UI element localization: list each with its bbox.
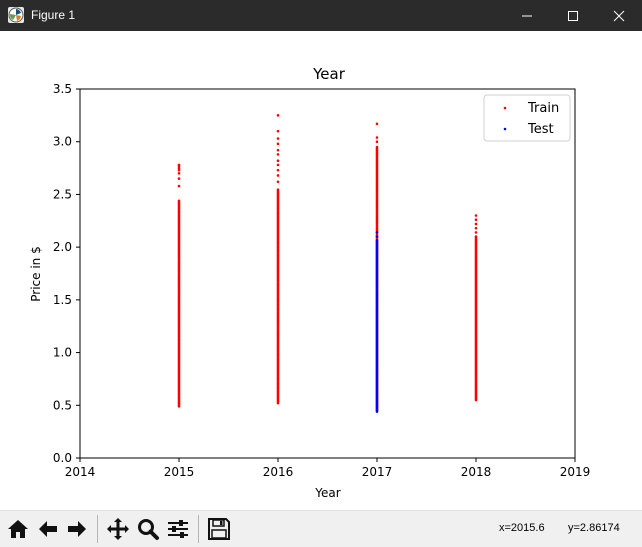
zoom-icon (138, 519, 159, 540)
data-point-train (177, 177, 181, 180)
legend-label-test: Test (527, 122, 554, 137)
data-point-train (177, 163, 181, 167)
x-tick-label: 2019 (560, 465, 591, 479)
scatter-chart[interactable]: Year 2014 2015 2016 2017 2018 2019 0.0 0.5 1.0 1… (0, 31, 642, 510)
minimize-button[interactable] (504, 0, 550, 31)
toolbar-separator (97, 515, 98, 543)
data-point-train (276, 142, 280, 146)
x-tick-label: 2015 (164, 465, 195, 479)
legend: Train Test (483, 94, 571, 142)
forward-button[interactable] (64, 516, 90, 542)
series-test (375, 231, 379, 413)
data-point-train (375, 136, 379, 139)
y-tick-label: 0.0 (53, 451, 72, 465)
cursor-x-readout: x=2015.6 (499, 522, 545, 534)
data-points-group (177, 114, 478, 413)
data-point-train (474, 214, 478, 217)
window-title: Figure 1 (31, 8, 76, 22)
x-tick-label: 2014 (65, 465, 96, 479)
data-point-train (375, 145, 379, 149)
series-train (177, 114, 478, 412)
x-axis-label: Year (314, 486, 340, 500)
x-axis-ticks: 2014 2015 2016 2017 2018 2019 (65, 458, 591, 479)
data-point-train (177, 168, 181, 172)
y-axis-ticks: 0.0 0.5 1.0 1.5 2.0 2.5 3.0 3.5 (53, 82, 80, 465)
pan-icon (107, 518, 129, 540)
data-point-train (276, 129, 280, 133)
data-point-train (276, 168, 280, 172)
data-point-train (276, 159, 280, 162)
configure-subplots-button[interactable] (165, 516, 191, 542)
save-icon (208, 518, 230, 540)
home-button[interactable] (5, 516, 31, 542)
data-point-train (177, 172, 181, 175)
y-tick-label: 3.0 (53, 135, 72, 149)
data-point-train (474, 222, 478, 226)
cursor-y-readout: y=2.86174 (568, 522, 620, 534)
data-point-test (375, 235, 379, 238)
data-point-train (276, 188, 280, 191)
pan-button[interactable] (105, 516, 131, 542)
x-tick-label: 2017 (362, 465, 393, 479)
toolbar-separator (198, 515, 199, 543)
data-point-train (276, 114, 280, 117)
y-tick-label: 1.5 (53, 293, 72, 307)
forward-arrow-icon (68, 521, 86, 537)
maximize-icon (568, 11, 578, 21)
y-tick-label: 0.5 (53, 398, 72, 412)
zoom-button[interactable] (135, 516, 161, 542)
home-icon (8, 520, 28, 538)
close-button[interactable] (596, 0, 642, 31)
x-tick-label: 2018 (461, 465, 492, 479)
data-point-train (276, 153, 280, 156)
configure-subplots-icon (168, 520, 188, 538)
chart-title: Year (312, 65, 346, 83)
data-point-train (276, 174, 280, 177)
legend-label-train: Train (527, 101, 559, 116)
y-tick-label: 2.5 (53, 187, 72, 201)
plot-frame (79, 88, 576, 459)
back-arrow-icon (39, 521, 57, 537)
data-point-train (177, 166, 181, 170)
x-tick-label: 2016 (263, 465, 294, 479)
matplotlib-logo-icon (8, 7, 24, 23)
maximize-button[interactable] (550, 0, 596, 31)
close-icon (613, 10, 625, 22)
data-point-train (375, 122, 379, 126)
data-point-train (474, 231, 478, 234)
data-point-train (177, 199, 181, 203)
data-point-train (474, 235, 478, 238)
y-tick-label: 1.0 (53, 346, 72, 360)
window-titlebar: Figure 1 (0, 0, 642, 31)
data-point-train (474, 226, 478, 230)
back-button[interactable] (35, 516, 61, 542)
y-tick-label: 3.5 (53, 82, 72, 96)
data-point-train (276, 148, 280, 152)
data-point-train (474, 218, 478, 222)
data-point-train (276, 180, 280, 184)
y-axis-label: Price in $ (29, 246, 43, 301)
legend-marker-train (503, 106, 507, 110)
data-point-train (375, 140, 379, 144)
data-point-train (177, 184, 181, 188)
figure-canvas[interactable]: Year 2014 2015 2016 2017 2018 2019 0.0 0.5 1.0 1… (0, 31, 642, 510)
y-tick-label: 2.0 (53, 240, 72, 254)
data-point-test (375, 231, 379, 234)
minimize-icon (522, 15, 532, 17)
data-point-test (375, 238, 379, 242)
legend-marker-test (503, 127, 507, 131)
data-point-train (276, 137, 280, 140)
navigation-toolbar: x=2015.6 y=2.86174 (0, 510, 642, 547)
save-button[interactable] (206, 516, 232, 542)
data-point-train (276, 163, 280, 167)
